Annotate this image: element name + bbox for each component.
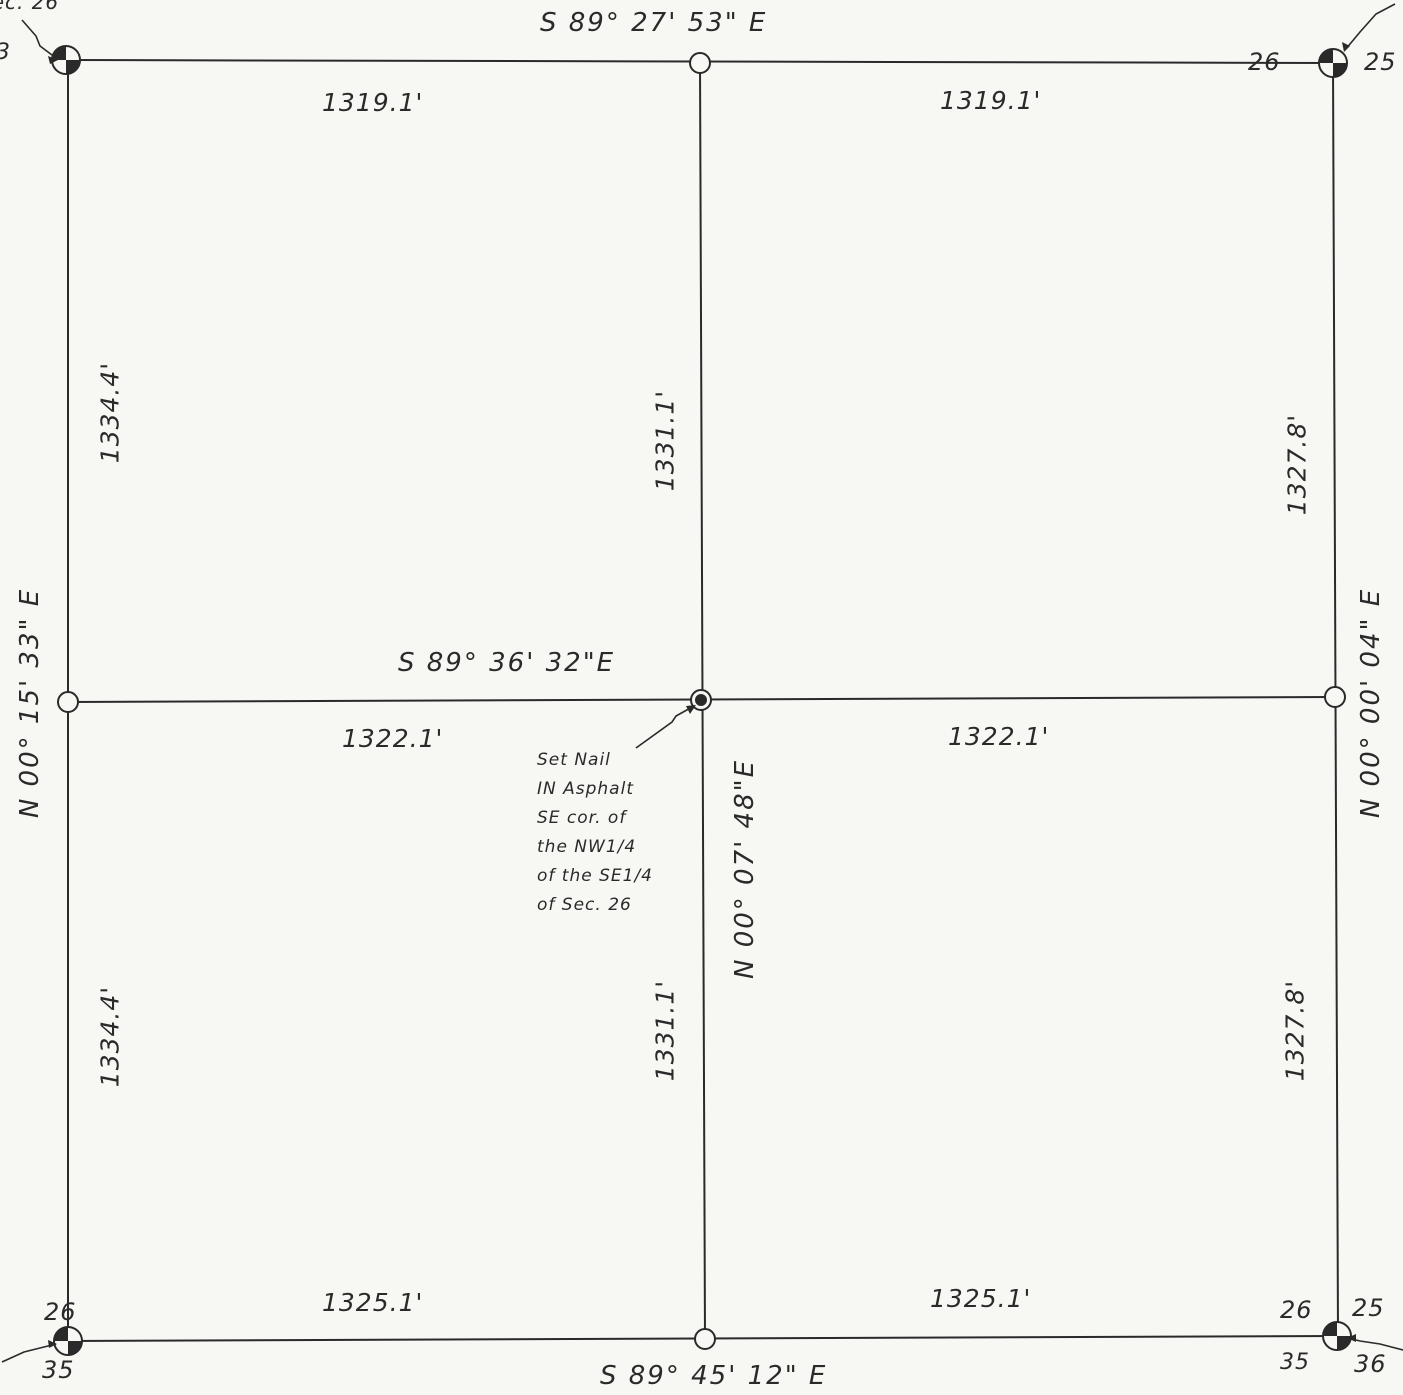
section-label-top-left-number: 3 — [0, 42, 11, 64]
quarter-corner-north — [689, 52, 711, 74]
south-bearing-label: S 89° 45' 12" E — [600, 1361, 828, 1391]
note-line: Set Nail — [537, 750, 611, 770]
note-line: of the SE1/4 — [537, 866, 653, 886]
section-label-bottom-right-tr: 25 — [1352, 1294, 1385, 1322]
section-corner-monument-nw — [51, 45, 81, 75]
distance-west-upper: 1334.4' — [95, 361, 125, 464]
section-label-bottom-right-br: 36 — [1354, 1350, 1387, 1378]
distance-mid-west: 1322.1' — [342, 724, 444, 753]
east-bearing-label: N 00° 00' 04" E — [1356, 587, 1386, 819]
middle-bearing-label: S 89° 36' 32"E — [398, 648, 616, 678]
center-bearing-label: N 00° 07' 48"E — [730, 758, 760, 980]
note-leader-arrow — [635, 705, 695, 749]
distance-north-west: 1319.1' — [322, 88, 424, 117]
ne-leader-arrow — [1344, 3, 1396, 51]
section-label-bottom-left-bottom: 35 — [42, 1356, 75, 1384]
section-corner-monument-sw — [53, 1326, 83, 1356]
distance-west-lower: 1334.4' — [95, 985, 125, 1088]
section-label-bottom-right-bl: 35 — [1280, 1350, 1310, 1375]
distance-center-upper: 1331.1' — [650, 389, 680, 492]
section-label-top-left-fragment: Sec. 26 — [0, 0, 60, 14]
quarter-corner-west — [57, 691, 79, 713]
set-nail-note: Set Nail IN Asphalt SE cor. of the NW1/4… — [537, 746, 653, 920]
section-label-top-right-left: 26 — [1248, 48, 1281, 76]
distance-center-lower: 1331.1' — [650, 979, 680, 1082]
quarter-corner-east — [1324, 686, 1346, 708]
sw-leader-arrow — [1, 1343, 57, 1363]
section-label-bottom-left-top: 26 — [44, 1298, 77, 1326]
distance-north-east: 1319.1' — [940, 86, 1042, 115]
se-leader-arrow — [1347, 1337, 1403, 1351]
section-corner-monument-se — [1322, 1321, 1352, 1351]
west-bearing-label: N 00° 15' 33" E — [15, 587, 45, 819]
nw-leader-arrow — [21, 19, 57, 59]
quarter-corner-south — [694, 1328, 716, 1350]
section-label-top-right-right: 25 — [1364, 48, 1397, 76]
distance-east-upper: 1327.8' — [1282, 413, 1312, 516]
distance-south-west: 1325.1' — [322, 1288, 424, 1317]
note-line: IN Asphalt — [537, 779, 634, 799]
distance-south-east: 1325.1' — [930, 1284, 1032, 1313]
note-line: of Sec. 26 — [537, 895, 632, 915]
section-label-bottom-right-tl: 26 — [1280, 1296, 1313, 1324]
section-corner-monument-ne — [1318, 48, 1348, 78]
note-line: the NW1/4 — [537, 837, 637, 857]
distance-mid-east: 1322.1' — [948, 722, 1050, 751]
note-line: SE cor. of — [537, 808, 627, 828]
north-bearing-label: S 89° 27' 53" E — [540, 8, 768, 38]
distance-east-lower: 1327.8' — [1280, 979, 1310, 1082]
